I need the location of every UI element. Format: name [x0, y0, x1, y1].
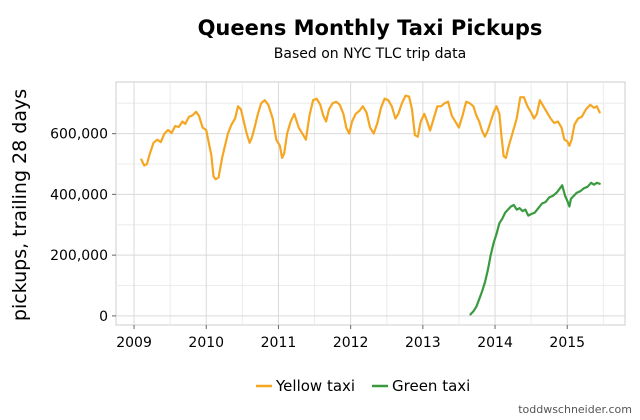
series-line-0 — [140, 94, 601, 181]
x-tick-label: 2009 — [116, 335, 152, 351]
credit-text: toddwschneider.com — [518, 403, 632, 416]
chart-title: Queens Monthly Taxi Pickups — [198, 16, 543, 40]
x-tick-label: 2013 — [405, 335, 441, 351]
legend-label-0: Yellow taxi — [275, 377, 355, 395]
chart-subtitle: Based on NYC TLC trip data — [274, 46, 466, 62]
y-axis: 0 200,000 400,000 600,000 — [50, 127, 116, 325]
x-tick-label: 2014 — [477, 335, 513, 351]
x-tick-label: 2015 — [549, 335, 585, 351]
y-tick-label: 0 — [99, 309, 108, 325]
legend: Yellow taxi Green taxi — [256, 377, 470, 395]
series-line-1 — [469, 181, 601, 316]
plot-background — [115, 81, 626, 326]
x-tick-label: 2011 — [261, 335, 297, 351]
legend-label-1: Green taxi — [392, 377, 470, 395]
x-tick-label: 2010 — [188, 335, 224, 351]
y-tick-label: 600,000 — [50, 127, 108, 143]
plot-area — [115, 81, 626, 326]
series-layer — [140, 94, 601, 316]
y-tick-label: 200,000 — [50, 248, 108, 264]
y-axis-label: pickups, trailing 28 days — [9, 89, 31, 321]
x-tick-label: 2012 — [333, 335, 369, 351]
y-tick-label: 400,000 — [50, 187, 108, 203]
x-axis: 2009 2010 2011 2012 2013 2014 2015 — [116, 325, 585, 351]
